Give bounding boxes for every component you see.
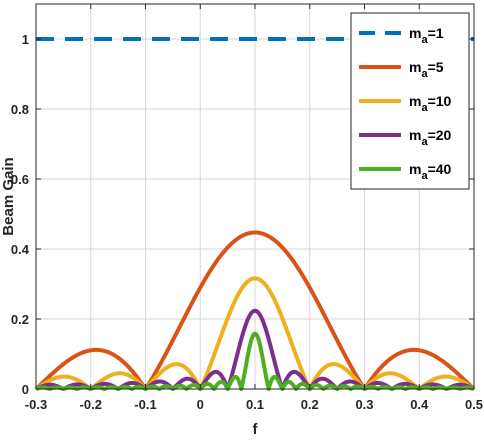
series-line-m40 <box>34 331 476 391</box>
y-tick-label: 0.4 <box>11 242 30 257</box>
x-tick-label: 0.4 <box>410 397 429 412</box>
y-axis-label: Beam Gain <box>0 157 17 235</box>
x-tick-label: 0.1 <box>246 397 264 412</box>
y-tick-label: 0 <box>22 382 29 397</box>
series-line-m5 <box>34 230 476 391</box>
legend-label-m1: ma=1 <box>409 25 444 46</box>
axis-ticks: -0.3 -0.2 -0.1 0 0.1 0.2 0.3 0.4 0.5 0 0.2 0.4 0.6 0.… <box>11 4 483 412</box>
legend-label-m10: ma=10 <box>409 93 452 114</box>
x-tick-label: -0.3 <box>25 397 47 412</box>
y-tick-label: 1 <box>22 32 29 47</box>
series-line-m10 <box>34 276 476 391</box>
x-axis-label: f <box>253 421 259 438</box>
legend-label-m5: ma=5 <box>409 59 444 80</box>
x-tick-label: -0.1 <box>134 397 156 412</box>
legend: ma=1 ma=5 ma=10 ma=20 ma=40 <box>350 12 470 190</box>
y-tick-label: 0.8 <box>11 102 29 117</box>
x-tick-label: -0.2 <box>80 397 102 412</box>
legend-label-m40: ma=40 <box>409 161 452 182</box>
x-tick-label: 0.2 <box>301 397 319 412</box>
y-tick-label: 0.2 <box>11 312 29 327</box>
x-tick-label: 0.5 <box>465 397 483 412</box>
x-tick-label: 0 <box>197 397 204 412</box>
series-line-m20 <box>34 308 476 391</box>
series-lines <box>34 37 476 391</box>
x-tick-label: 0.3 <box>355 397 373 412</box>
y-tick-label: 0.6 <box>11 172 29 187</box>
legend-label-m20: ma=20 <box>409 127 452 148</box>
